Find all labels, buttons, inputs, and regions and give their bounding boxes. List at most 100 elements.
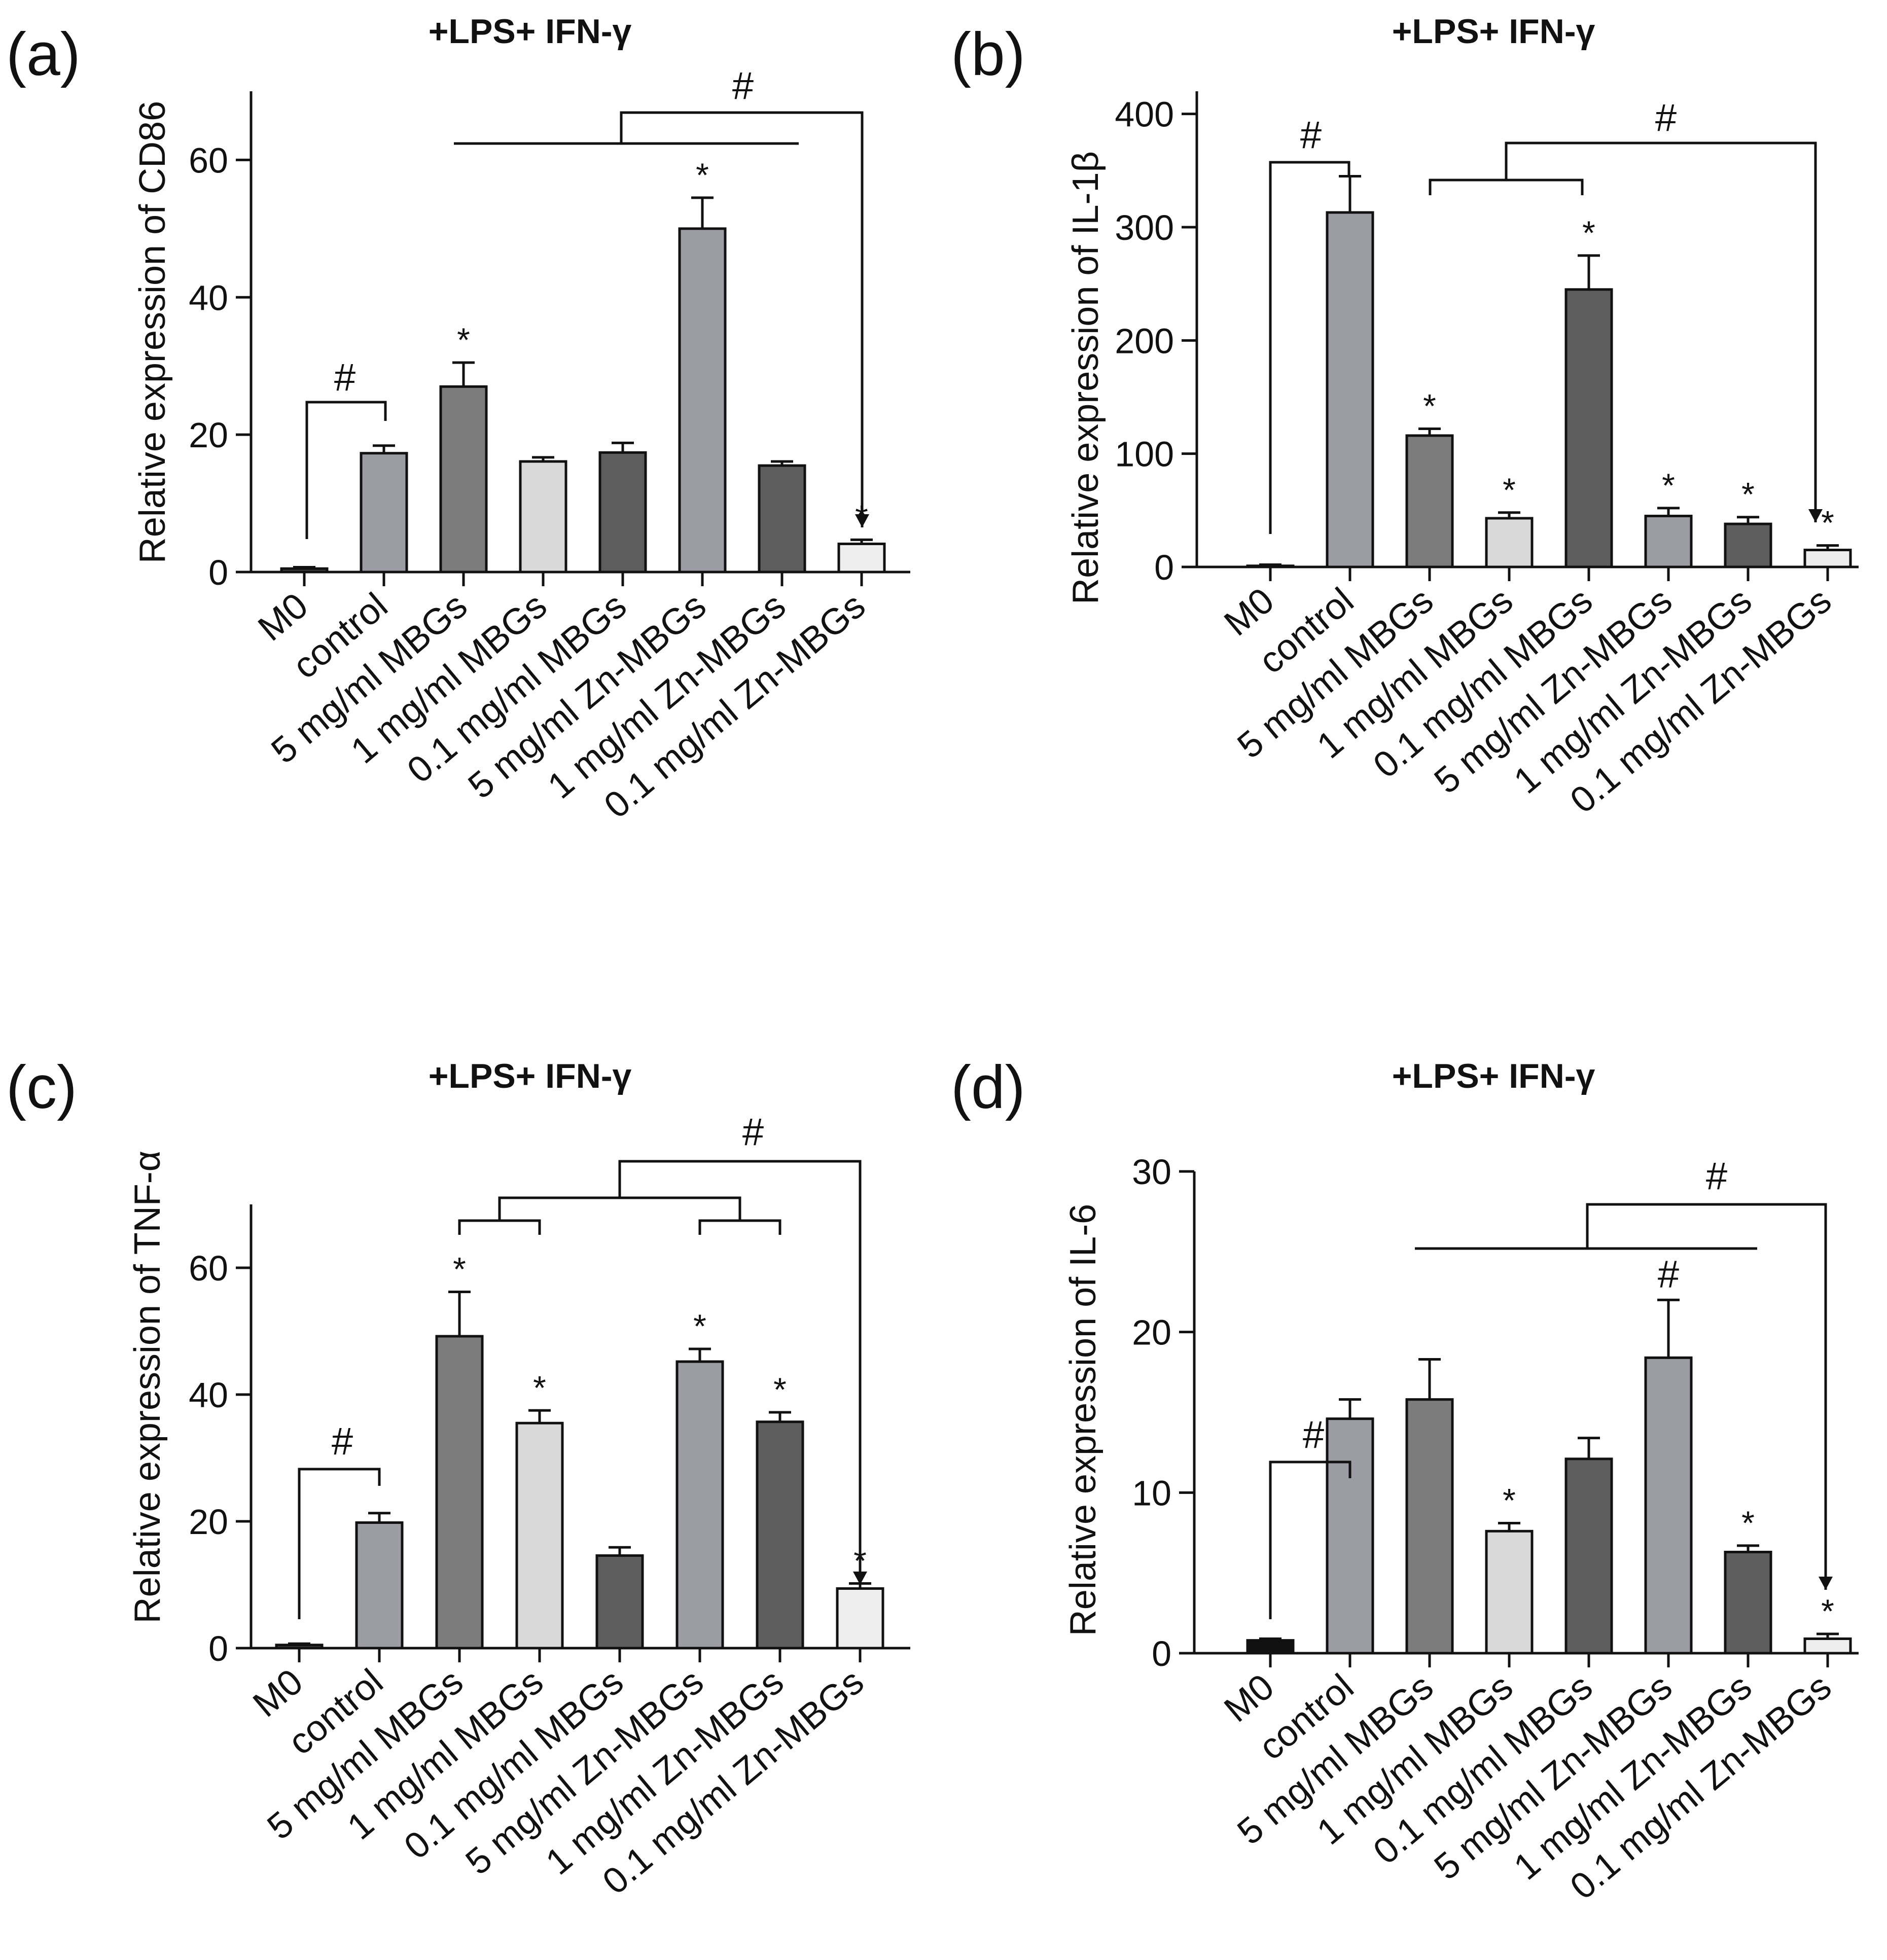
bar (1485, 1529, 1534, 1655)
panel-b: (b) +LPS+ IFN-γ Relative expression of I… (951, 12, 1595, 604)
bar (1564, 288, 1613, 568)
significance-star: * (1582, 214, 1595, 252)
bar (1246, 564, 1295, 568)
y-tick-label: 20 (1132, 1313, 1171, 1352)
significance-hash: # (1706, 1155, 1727, 1198)
significance-hash: # (1300, 114, 1322, 157)
y-tick-label: 0 (208, 1629, 228, 1668)
significance-star: * (696, 156, 709, 194)
significance-star: * (533, 1369, 546, 1406)
bracket-arrowhead (1808, 509, 1823, 522)
significance-star: * (1741, 1504, 1755, 1542)
significance-star: * (773, 1371, 787, 1408)
significance-star: * (1821, 1592, 1834, 1630)
bracket-arrowhead (1819, 1577, 1833, 1590)
y-tick-label: 200 (1115, 321, 1174, 361)
panel-b-y-axis-label: Relative expression of IL-1β (1065, 151, 1106, 604)
bar (1724, 522, 1772, 568)
significance-star: * (453, 1251, 466, 1288)
bar (355, 1521, 404, 1650)
bar (1485, 517, 1534, 568)
significance-star: * (1503, 471, 1516, 509)
panel-a: (a) +LPS+ IFN-γ Relative expression of C… (6, 12, 631, 563)
bar (675, 1360, 724, 1650)
bar (275, 1644, 324, 1650)
panel-d-y-axis-label: Relative expression of IL-6 (1063, 1204, 1103, 1636)
bar (1724, 1551, 1772, 1655)
y-tick-label: 60 (189, 1249, 228, 1288)
bar (1326, 1417, 1374, 1655)
y-tick-label: 30 (1132, 1152, 1171, 1192)
significance-bracket (620, 111, 864, 527)
bar (439, 385, 488, 574)
significance-star: * (1662, 467, 1675, 504)
panel-a-letter: (a) (6, 20, 81, 88)
significance-hash: # (1655, 96, 1677, 139)
significance-bracket (1429, 179, 1584, 195)
significance-bracket (698, 1219, 781, 1235)
bar (360, 452, 408, 574)
significance-bracket (1505, 141, 1817, 522)
bar (758, 464, 806, 574)
significance-bracket (298, 1468, 381, 1619)
panel-c-y-axis-label: Relative expression of TNF-α (127, 1151, 168, 1624)
significance-bracket (618, 1160, 862, 1585)
significance-star: * (1741, 476, 1755, 513)
bar (519, 460, 567, 574)
significance-hash: # (732, 64, 754, 108)
panel-c-letter: (c) (6, 1053, 77, 1121)
bar (837, 542, 886, 574)
bar (836, 1587, 884, 1650)
significance-star: * (1821, 504, 1834, 542)
y-tick-label: 0 (1154, 548, 1174, 587)
bar (1405, 434, 1454, 568)
bar (678, 227, 727, 574)
y-tick-label: 10 (1132, 1473, 1171, 1513)
significance-bracket (1269, 1460, 1351, 1619)
significance-bracket (498, 1196, 741, 1221)
bar (756, 1420, 804, 1650)
bar (1405, 1398, 1454, 1655)
significance-star: * (1423, 387, 1436, 425)
significance-star: * (693, 1307, 706, 1345)
bar (1246, 1639, 1295, 1655)
bar (1326, 211, 1374, 568)
significance-hash: # (332, 1420, 353, 1463)
significance-hash: # (334, 356, 355, 399)
significance-star: * (1503, 1482, 1516, 1519)
bar (595, 1554, 644, 1650)
significance-bracket (1269, 161, 1350, 534)
panel-c-title: +LPS+ IFN-γ (429, 1057, 632, 1095)
significance-bracket (1586, 1203, 1827, 1590)
significance-hash: # (1658, 1253, 1679, 1296)
bracket-arrowhead (853, 1572, 867, 1585)
bar (1644, 1356, 1693, 1655)
panel-d-letter: (d) (951, 1053, 1025, 1121)
bar (1803, 549, 1852, 568)
panel-a-title: +LPS+ IFN-γ (429, 12, 632, 51)
bracket-arrowhead (855, 514, 869, 527)
y-tick-label: 0 (208, 553, 228, 592)
panel-a-y-axis-label: Relative expression of CD86 (132, 101, 173, 563)
significance-star: * (457, 321, 470, 359)
bar (515, 1421, 564, 1650)
y-tick-label: 20 (189, 415, 228, 455)
panel-b-title: +LPS+ IFN-γ (1392, 12, 1595, 51)
significance-bracket (305, 401, 387, 539)
panel-d-title: +LPS+ IFN-γ (1392, 1057, 1595, 1095)
y-tick-label: 40 (189, 1375, 228, 1415)
significance-bracket (458, 1219, 541, 1235)
y-tick-label: 100 (1115, 435, 1174, 474)
bar (280, 567, 329, 574)
y-tick-label: 40 (189, 278, 228, 317)
significance-hash: # (742, 1111, 764, 1154)
bar (598, 451, 647, 574)
panel-c: (c) +LPS+ IFN-γ Relative expression of T… (6, 1053, 631, 1623)
bar (435, 1335, 484, 1650)
